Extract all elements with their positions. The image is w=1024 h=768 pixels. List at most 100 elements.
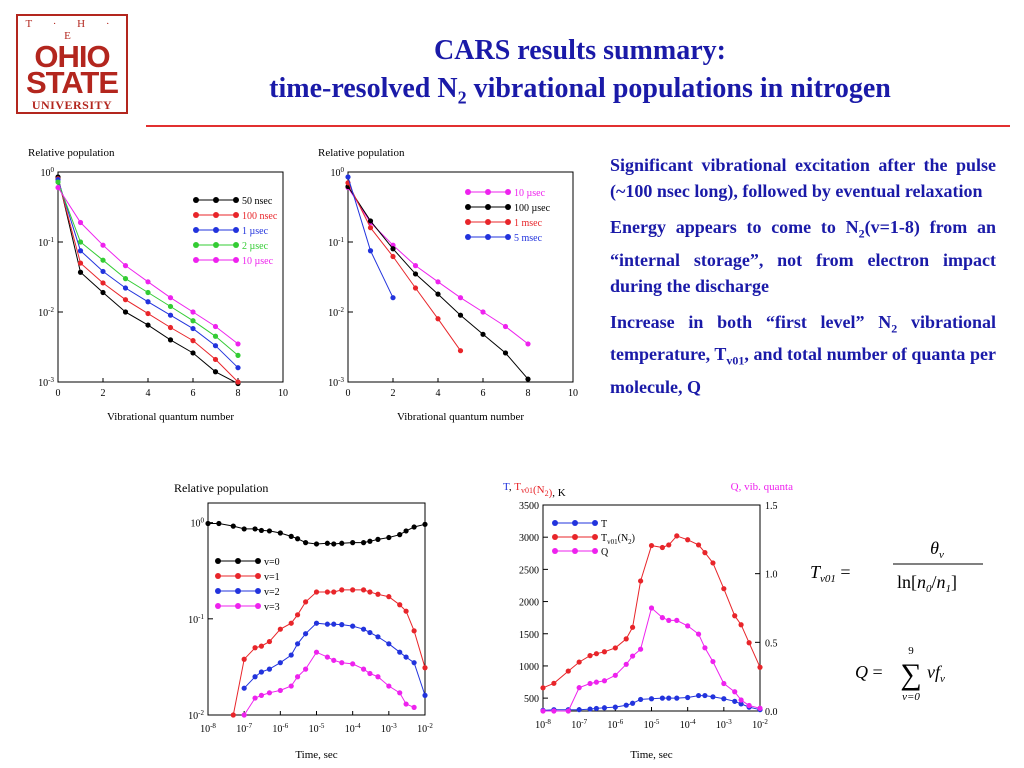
series-1-point-1 <box>367 218 374 224</box>
x-tick-label: 10-8 <box>200 722 216 735</box>
series-1-legend-marker-1 <box>485 204 491 210</box>
series-3-point-3 <box>266 690 273 696</box>
series-0-point-13 <box>331 541 337 547</box>
series-2-point-4 <box>145 299 151 305</box>
series-0-point-6 <box>266 528 273 534</box>
y2-tick-label: 0.0 <box>765 707 778 718</box>
series-0-point-21 <box>403 528 409 534</box>
series-3-point-12 <box>350 661 356 667</box>
series-0-point-10 <box>303 540 309 546</box>
series-0-point-9 <box>294 536 301 542</box>
series-3-point-2 <box>258 692 265 698</box>
series-1-point-4 <box>266 638 273 645</box>
series-1-legend-label: v=1 <box>264 572 280 583</box>
series-0-point-5 <box>457 295 464 301</box>
x-tick-label: 10 <box>278 388 288 399</box>
logo-university-text: UNIVERSITY <box>31 98 113 112</box>
summary-paragraph-1-text: Significant vibrational excitation after… <box>610 155 996 201</box>
series-0-legend-label: 50 nsec <box>242 196 273 207</box>
x-tick-label: 10-5 <box>309 722 325 735</box>
series-1-point-5 <box>277 626 283 632</box>
series-1-point-21 <box>422 665 428 671</box>
series-1-point-2 <box>390 246 396 252</box>
series-0-point-8 <box>623 702 629 708</box>
series-0-point-11 <box>648 696 655 702</box>
formula-q-sum-sign: ∑ <box>900 658 921 691</box>
series-1-point-21 <box>738 622 744 628</box>
series-4-point-4 <box>145 279 151 285</box>
series-1-point-8 <box>235 379 241 385</box>
series-0-point-3 <box>412 263 419 269</box>
series-4-point-0 <box>55 184 61 191</box>
summary-paragraph-3: Increase in both “first level” N2 vibrat… <box>610 309 996 400</box>
series-2-point-18 <box>403 654 409 660</box>
series-0-point-4 <box>145 322 151 328</box>
series-0-point-7 <box>502 323 509 330</box>
series-1-point-19 <box>403 608 409 614</box>
series-0-legend-label: v=0 <box>264 557 280 568</box>
series-1-point-8 <box>525 376 531 382</box>
series-1-point-2 <box>565 668 571 674</box>
series-1-point-17 <box>702 550 708 556</box>
series-0-legend-marker-0 <box>465 189 471 195</box>
y-axis-title: T, Tv01(N2), K <box>503 481 566 499</box>
series-1-line <box>232 589 426 716</box>
series-2-point-3 <box>122 285 129 291</box>
series-0-point-7 <box>212 369 219 375</box>
series-0-point-1 <box>77 269 84 275</box>
series-1-legend-marker-0 <box>465 204 471 210</box>
series-3-point-2 <box>390 295 396 301</box>
series-1-legend-marker-0 <box>193 212 199 218</box>
series-0-legend-marker-2 <box>233 197 239 203</box>
series-1-point-4 <box>145 310 151 317</box>
series-1-point-12 <box>339 587 345 593</box>
series-4-legend-label: 10 µsec <box>242 256 274 267</box>
series-0-point-12 <box>324 540 330 546</box>
series-0-point-14 <box>674 695 680 701</box>
series-0-point-20 <box>732 698 738 704</box>
y-tick-label: 1500 <box>519 630 539 641</box>
series-3-legend-marker-2 <box>233 242 239 248</box>
y-tick-label: 10-1 <box>188 613 204 626</box>
y-tick-label: 10-2 <box>38 306 54 319</box>
y-tick-label: 500 <box>524 694 539 705</box>
series-1-point-14 <box>674 533 680 539</box>
title-line-2-pre: time-resolved N <box>269 73 458 104</box>
series-1-point-1 <box>551 680 557 686</box>
series-0-point-6 <box>601 705 608 711</box>
series-2-point-23 <box>757 705 763 711</box>
series-1-point-7 <box>502 350 509 356</box>
series-2-point-5 <box>167 312 174 318</box>
series-3-legend-label: 2 µsec <box>242 241 269 252</box>
series-2-legend-marker-0 <box>193 227 199 233</box>
logo-the-text: T · H · E <box>25 18 119 42</box>
y-tick-label: 3000 <box>519 533 539 544</box>
series-1-point-14 <box>360 587 367 593</box>
series-2-point-6 <box>601 678 608 684</box>
series-2-point-11 <box>648 605 655 611</box>
series-2-point-4 <box>435 316 441 322</box>
series-0-point-12 <box>659 695 665 701</box>
series-2-point-5 <box>593 679 600 685</box>
series-2-point-14 <box>674 617 680 623</box>
series-1-legend-marker-1 <box>235 573 241 579</box>
series-2-point-2 <box>390 253 396 260</box>
ohio-state-logo: T · H · E OHIO STATE UNIVERSITY <box>16 14 128 114</box>
series-0-point-18 <box>710 694 716 700</box>
formula-q-rhs: vfv <box>927 662 945 685</box>
series-3-point-2 <box>100 257 106 263</box>
series-1-point-1 <box>241 656 247 662</box>
series-3-point-4 <box>277 687 283 694</box>
series-4-point-1 <box>77 219 84 226</box>
series-0-point-3 <box>576 707 582 713</box>
series-2-legend-marker-2 <box>233 227 239 233</box>
series-1-point-23 <box>757 664 763 670</box>
series-0-legend-marker-1 <box>485 189 491 195</box>
series-1-point-7 <box>612 645 618 651</box>
x-tick-label: 10 <box>568 388 578 399</box>
series-3-point-17 <box>397 690 403 696</box>
series-2-point-2 <box>100 268 106 275</box>
series-0-point-22 <box>411 524 417 530</box>
y2-tick-label: 1.0 <box>765 570 778 581</box>
series-3-point-4 <box>145 289 151 296</box>
